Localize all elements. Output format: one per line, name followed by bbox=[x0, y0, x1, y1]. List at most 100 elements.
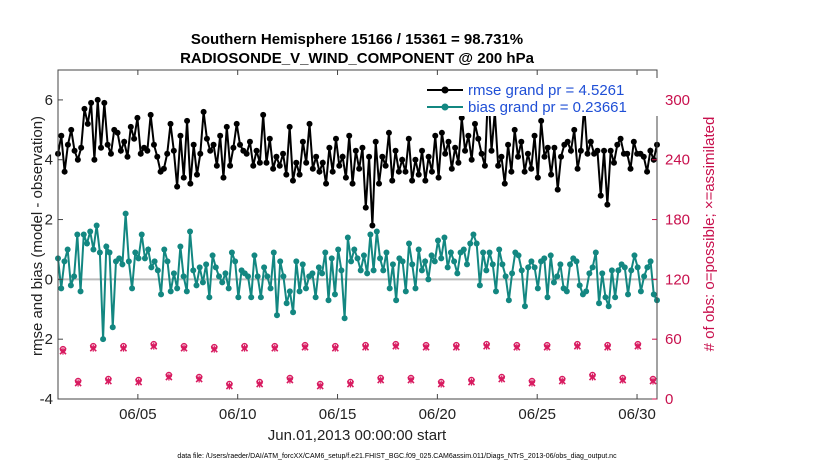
bias-data-point bbox=[232, 258, 239, 265]
bias-data-point bbox=[444, 264, 451, 271]
rmse-data-point bbox=[84, 120, 91, 127]
bias-data-point bbox=[302, 285, 309, 292]
x-tick-label: 06/10 bbox=[219, 406, 257, 423]
rmse-data-point bbox=[392, 147, 399, 154]
bias-data-point bbox=[486, 249, 493, 256]
rmse-data-point bbox=[558, 153, 565, 160]
bias-data-point bbox=[605, 303, 612, 310]
bias-data-point bbox=[344, 234, 351, 241]
rmse-data-point bbox=[246, 138, 253, 145]
bias-data-point bbox=[125, 258, 132, 265]
rmse-data-point bbox=[574, 165, 581, 172]
bias-data-point bbox=[264, 273, 271, 280]
bias-data-point bbox=[180, 273, 187, 280]
bias-data-point bbox=[422, 258, 429, 265]
rmse-data-point bbox=[223, 123, 230, 130]
bias-data-point bbox=[431, 258, 438, 265]
bias-data-point bbox=[599, 270, 606, 277]
rmse-data-point bbox=[389, 177, 396, 184]
rmse-data-point bbox=[174, 183, 181, 190]
bias-data-point bbox=[87, 228, 94, 235]
obs-assimilated-marker bbox=[104, 377, 112, 385]
rmse-data-point bbox=[438, 129, 445, 136]
rmse-data-point bbox=[442, 150, 449, 157]
rmse-data-point bbox=[263, 159, 270, 166]
bias-data-point bbox=[383, 249, 390, 256]
obs-assimilated-marker bbox=[604, 343, 612, 351]
obs-assimilated-marker bbox=[240, 344, 249, 352]
bias-data-point bbox=[93, 222, 100, 229]
bias-data-point bbox=[589, 264, 596, 271]
bias-data-point bbox=[615, 267, 622, 274]
bias-data-point bbox=[454, 270, 461, 277]
rmse-data-point bbox=[170, 147, 177, 154]
rmse-data-point bbox=[524, 150, 531, 157]
rmse-data-point bbox=[197, 150, 204, 157]
bias-data-point bbox=[341, 315, 348, 322]
obs-assimilated-marker bbox=[392, 342, 400, 350]
rmse-data-point bbox=[319, 159, 326, 166]
bias-data-point bbox=[225, 285, 232, 292]
bias-data-point bbox=[319, 270, 326, 277]
bias-data-point bbox=[96, 249, 103, 256]
rmse-data-point bbox=[299, 138, 306, 145]
obs-assimilated-marker bbox=[135, 378, 143, 386]
bias-data-point bbox=[122, 210, 129, 217]
rmse-data-point bbox=[607, 147, 614, 154]
obs-assimilated-marker bbox=[588, 373, 597, 381]
rmse-data-point bbox=[316, 168, 323, 175]
bias-data-point bbox=[476, 282, 483, 289]
bias-data-point bbox=[245, 273, 252, 280]
bias-data-point bbox=[196, 264, 203, 271]
bias-data-point bbox=[212, 264, 219, 271]
y-right-tick-label: 0 bbox=[665, 391, 673, 408]
rmse-data-point bbox=[647, 147, 654, 154]
bias-data-point bbox=[158, 291, 165, 298]
rmse-data-point bbox=[339, 153, 346, 160]
y-left-tick-label: 4 bbox=[45, 152, 53, 169]
rmse-data-point bbox=[326, 144, 333, 151]
bias-data-point bbox=[267, 285, 274, 292]
bias-data-point bbox=[631, 252, 638, 259]
bias-data-point bbox=[612, 294, 619, 301]
obs-assimilated-marker bbox=[498, 375, 506, 383]
rmse-data-point bbox=[217, 132, 224, 139]
rmse-data-point bbox=[137, 150, 144, 157]
bias-data-point bbox=[177, 243, 184, 250]
bias-data-point bbox=[100, 336, 107, 343]
rmse-data-point bbox=[498, 153, 505, 160]
rmse-data-point bbox=[127, 123, 134, 130]
rmse-data-point bbox=[571, 126, 578, 133]
bias-data-point bbox=[438, 255, 445, 262]
bias-data-point bbox=[206, 294, 213, 301]
rmse-data-point bbox=[515, 153, 522, 160]
y-right-tick-label: 240 bbox=[665, 152, 690, 169]
bias-data-point bbox=[331, 291, 338, 298]
bias-data-point bbox=[364, 270, 371, 277]
plot-frame bbox=[57, 69, 658, 400]
bias-data-point bbox=[576, 282, 583, 289]
bias-data-point bbox=[338, 267, 345, 274]
bias-data-point bbox=[380, 267, 387, 274]
obs-assimilated-marker bbox=[346, 380, 355, 388]
bias-data-point bbox=[386, 285, 393, 292]
y-left-tick-label: -2 bbox=[40, 331, 53, 348]
rmse-data-point bbox=[538, 117, 545, 124]
rmse-data-point bbox=[101, 99, 108, 106]
bias-data-point bbox=[463, 261, 470, 268]
bias-data-point bbox=[145, 246, 152, 253]
bias-data-point bbox=[402, 288, 409, 295]
plot-area bbox=[55, 84, 660, 390]
rmse-data-point bbox=[551, 144, 558, 151]
bias-data-point bbox=[190, 267, 197, 274]
rmse-data-point bbox=[289, 177, 296, 184]
obs-assimilated-marker bbox=[210, 345, 218, 353]
bias-data-point bbox=[161, 246, 168, 253]
rmse-data-point bbox=[107, 150, 114, 157]
rmse-data-point bbox=[342, 174, 349, 181]
rmse-data-point bbox=[577, 147, 584, 154]
chart-title-line2: RADIOSONDE_V_WIND_COMPONENT @ 200 hPa bbox=[180, 50, 535, 67]
bias-data-point bbox=[641, 273, 648, 280]
bias-data-point bbox=[525, 264, 532, 271]
bias-data-point bbox=[167, 288, 174, 295]
